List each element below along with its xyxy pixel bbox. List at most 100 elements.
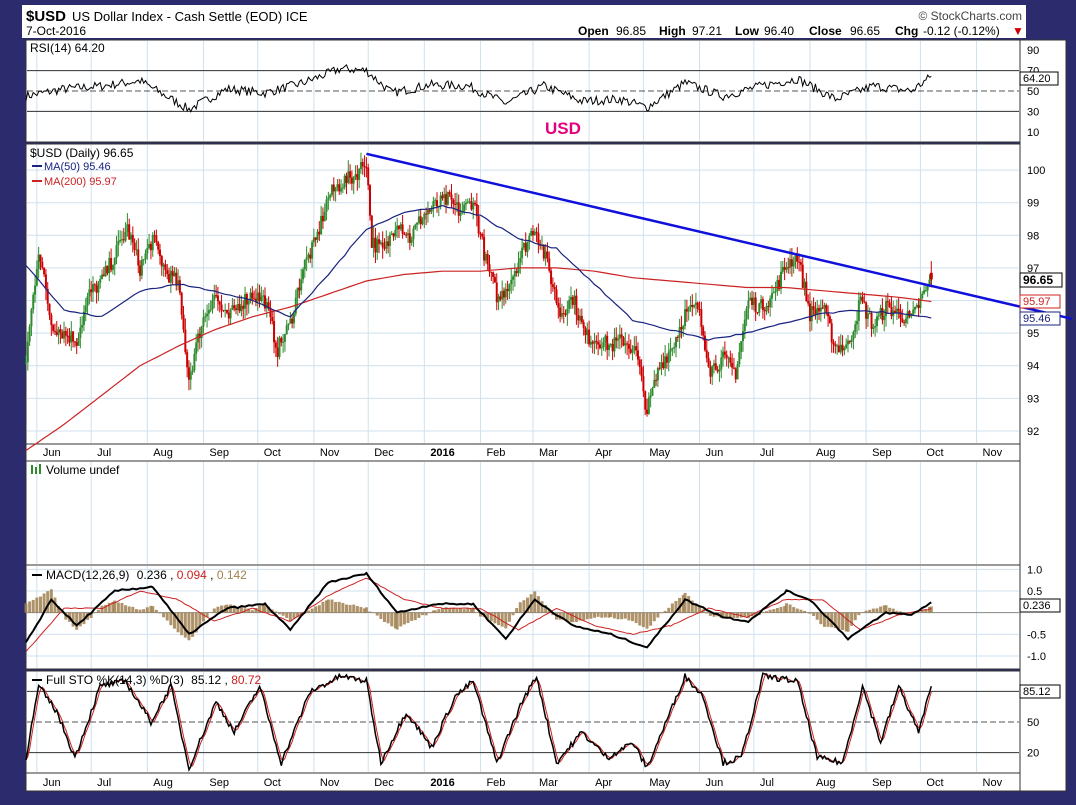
price-candle: [177, 280, 180, 286]
price-candle: [99, 278, 102, 283]
macd-histogram-bar: [355, 606, 359, 613]
price-candle: [484, 254, 487, 261]
price-candle: [870, 313, 873, 329]
price-candle: [693, 304, 696, 308]
x-tick-label: Jul: [97, 447, 111, 459]
price-candle: [796, 253, 799, 262]
price-candle: [859, 296, 862, 301]
price-candle: [615, 337, 618, 341]
price-candle: [812, 306, 815, 310]
price-candle: [772, 292, 775, 294]
price-candle: [586, 329, 589, 336]
price-y-tick: 98: [1027, 230, 1039, 242]
price-candle: [560, 313, 563, 317]
price-candle: [50, 315, 53, 326]
price-candle: [636, 350, 639, 360]
price-candle: [799, 262, 802, 265]
price-candle: [620, 334, 623, 338]
price-candle: [526, 241, 529, 252]
price-candle: [488, 264, 491, 272]
price-candle: [235, 308, 238, 310]
price-candle: [899, 311, 902, 319]
price-candle: [765, 306, 768, 312]
price-candle: [383, 247, 386, 249]
price-candle: [874, 326, 877, 328]
macd-histogram-bar: [325, 600, 329, 613]
price-candle: [276, 347, 279, 357]
macd-histogram-bar: [104, 604, 108, 613]
price-candle: [883, 315, 886, 321]
macd-histogram-bar: [96, 609, 100, 613]
macd-legend-sep: ,: [210, 568, 217, 582]
price-candle: [617, 338, 620, 341]
price-candle: [258, 292, 261, 301]
price-candle: [841, 344, 844, 351]
price-candle: [912, 309, 915, 315]
macd-histogram-bar: [841, 612, 845, 630]
price-candle: [808, 303, 811, 322]
price-candle: [178, 280, 181, 293]
price-candle: [564, 313, 567, 315]
volume-panel: [25, 460, 1021, 566]
ma200-value-tag: 95.97: [1019, 294, 1061, 309]
price-candle: [189, 371, 192, 380]
macd-histogram-bar: [768, 609, 772, 613]
price-candle: [187, 367, 190, 380]
macd-histogram-bar: [417, 612, 421, 618]
macd-histogram-bar: [645, 612, 649, 629]
x-tick-label: Aug: [816, 777, 836, 789]
price-candle: [204, 316, 207, 318]
price-candle: [846, 340, 849, 345]
macd-histogram-bar: [712, 612, 716, 617]
price-candle: [253, 298, 256, 300]
price-candle: [515, 271, 518, 274]
price-candle: [144, 253, 147, 260]
price-candle: [93, 284, 96, 286]
price-y-tick: 92: [1027, 426, 1039, 438]
macd-histogram-bar: [775, 607, 779, 613]
price-candle: [674, 336, 677, 348]
macd-histogram-bar: [281, 612, 285, 616]
price-candle: [694, 302, 697, 305]
macd-histogram-bar: [694, 603, 698, 613]
x-tick-label: Jun: [43, 447, 61, 459]
price-candle: [407, 233, 410, 236]
price-candle: [497, 296, 500, 303]
price-candle: [323, 211, 326, 222]
price-candle: [90, 289, 93, 293]
price-candle: [320, 215, 323, 235]
macd-histogram-bar: [296, 612, 300, 618]
macd-histogram-bar: [292, 612, 296, 619]
macd-histogram-bar: [267, 606, 271, 613]
price-candle: [613, 337, 616, 352]
price-candle: [28, 326, 31, 342]
price-candle: [767, 306, 770, 308]
macd-histogram-bar: [571, 612, 575, 623]
macd-histogram-bar: [431, 610, 435, 613]
macd-histogram-bar: [690, 600, 694, 613]
macd-legend: MACD(12,26,9) 0.236 , 0.094 , 0.142: [46, 568, 247, 582]
x-tick-label: Jul: [760, 447, 774, 459]
price-panel: [25, 143, 1021, 445]
macd-histogram-bar: [151, 606, 155, 613]
x-tick-label: May: [649, 777, 670, 789]
macd-histogram-bar: [504, 612, 508, 629]
price-candle: [298, 287, 301, 291]
price-candle: [117, 240, 120, 246]
open-label: Open: [578, 24, 609, 38]
ma50-value-tag: 95.46: [1019, 311, 1061, 326]
price-candle: [687, 306, 690, 312]
macd-value-tag: 0.236: [1019, 598, 1061, 613]
macd-histogram-bar: [124, 605, 128, 613]
macd-y-tick: -1.0: [1027, 651, 1046, 663]
macd-histogram-bar: [334, 601, 338, 613]
price-candle: [781, 266, 784, 272]
price-candle: [213, 295, 216, 301]
price-candle: [292, 313, 295, 324]
ma200-legend: MA(200) 95.97: [44, 176, 117, 188]
macd-histogram-bar: [518, 602, 522, 613]
price-candle: [211, 300, 214, 310]
price-candle: [220, 304, 223, 311]
macd-histogram-bar: [871, 608, 875, 613]
